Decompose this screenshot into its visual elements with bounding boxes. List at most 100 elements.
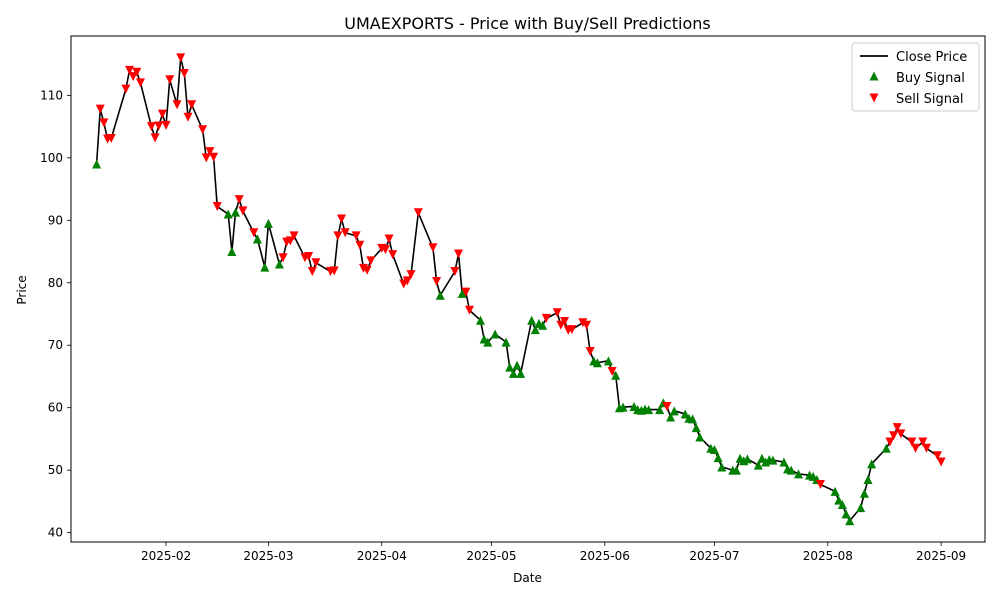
sell-signal-marker bbox=[161, 120, 171, 130]
y-tick-label: 90 bbox=[48, 213, 63, 227]
sell-signal-marker bbox=[146, 122, 156, 132]
buy-signal-marker bbox=[830, 486, 840, 496]
sell-signal-marker bbox=[922, 443, 932, 453]
x-tick-label: 2025-09 bbox=[916, 549, 966, 563]
sell-signal-marker bbox=[578, 318, 588, 328]
buy-signal-marker bbox=[867, 459, 877, 469]
sell-signal-marker bbox=[99, 118, 109, 128]
sell-signal-marker bbox=[355, 240, 365, 250]
sell-signal-marker bbox=[329, 266, 339, 276]
y-tick-label: 50 bbox=[48, 463, 63, 477]
legend-buy-swatch bbox=[869, 71, 879, 81]
sell-signal-marker bbox=[209, 152, 219, 162]
buy-signal-marker bbox=[753, 460, 763, 470]
sell-signal-marker bbox=[304, 252, 314, 262]
sell-signal-marker bbox=[311, 258, 321, 268]
buy-signal-marker bbox=[508, 368, 518, 378]
sell-signal-marker bbox=[541, 313, 551, 323]
sell-signal-marker bbox=[351, 231, 361, 241]
x-tick-label: 2025-05 bbox=[466, 549, 516, 563]
buy-signal-marker bbox=[669, 406, 679, 416]
sell-signal-marker bbox=[567, 325, 577, 335]
sell-signal-marker bbox=[128, 72, 138, 82]
y-tick-label: 60 bbox=[48, 401, 63, 415]
sell-signal-marker bbox=[154, 121, 164, 131]
y-tick-label: 110 bbox=[40, 88, 63, 102]
buy-signal-marker bbox=[274, 259, 284, 269]
buy-signal-marker bbox=[92, 159, 102, 169]
sell-signal-marker bbox=[889, 431, 899, 441]
sell-signal-marker bbox=[307, 267, 317, 277]
sell-signal-marker bbox=[187, 100, 197, 110]
sell-signal-marker bbox=[176, 53, 186, 63]
sell-signal-marker bbox=[932, 451, 942, 461]
sell-signal-marker bbox=[461, 287, 471, 297]
sell-signal-marker bbox=[165, 75, 175, 85]
sell-signal-marker bbox=[662, 401, 672, 411]
sell-signal-marker bbox=[413, 208, 423, 218]
x-tick-label: 2025-02 bbox=[141, 549, 191, 563]
buy-signal-marker bbox=[786, 465, 796, 475]
buy-signal-marker bbox=[709, 445, 719, 455]
sell-signal-marker bbox=[132, 67, 142, 77]
sell-signal-marker bbox=[380, 245, 390, 255]
buy-signal-marker bbox=[603, 356, 613, 366]
y-tick-label: 80 bbox=[48, 276, 63, 290]
legend-label-buy-signal: Buy Signal bbox=[896, 71, 965, 86]
sell-signal-marker bbox=[406, 270, 416, 280]
sell-signal-marker bbox=[179, 68, 189, 78]
sell-signal-marker bbox=[384, 234, 394, 244]
buy-signal-marker bbox=[731, 465, 741, 475]
buy-signal-marker bbox=[527, 315, 537, 325]
sell-signal-marker bbox=[183, 112, 193, 122]
sell-signal-marker bbox=[402, 276, 412, 286]
sell-signal-marker bbox=[560, 316, 570, 326]
sell-signal-marker bbox=[918, 437, 928, 447]
sell-signal-marker bbox=[150, 133, 160, 143]
sell-signal-marker bbox=[432, 277, 442, 287]
sell-signal-marker bbox=[388, 250, 398, 260]
buy-signal-marker bbox=[856, 503, 866, 513]
sell-signal-marker bbox=[907, 437, 917, 447]
legend-label-close-price: Close Price bbox=[896, 50, 967, 65]
sell-signal-marker bbox=[465, 305, 475, 315]
buy-signal-marker bbox=[231, 207, 241, 217]
x-axis-title: Date bbox=[513, 571, 542, 585]
buy-signal-marker bbox=[260, 262, 270, 272]
sell-signal-marker bbox=[95, 104, 105, 114]
sell-signal-marker bbox=[205, 147, 215, 157]
sell-signal-marker bbox=[896, 429, 906, 439]
sell-signal-marker bbox=[249, 228, 259, 238]
sell-signal-marker bbox=[428, 243, 438, 253]
buy-signal-marker bbox=[837, 500, 847, 510]
buy-signal-marker bbox=[794, 469, 804, 479]
legend-sell-swatch bbox=[869, 93, 879, 103]
sell-signal-marker bbox=[234, 195, 244, 205]
buy-signal-marker bbox=[761, 457, 771, 467]
x-tick-label: 2025-07 bbox=[689, 549, 739, 563]
buy-signal-marker bbox=[680, 409, 690, 419]
x-tick-label: 2025-03 bbox=[243, 549, 293, 563]
buy-signal-marker bbox=[845, 516, 855, 526]
y-axis-title: Price bbox=[15, 275, 29, 304]
sell-signal-marker bbox=[892, 423, 902, 433]
buy-signal-marker bbox=[457, 288, 467, 298]
buy-signal-marker bbox=[475, 315, 485, 325]
buy-signal-marker bbox=[779, 457, 789, 467]
buy-signal-marker bbox=[483, 337, 493, 347]
sell-signal-marker bbox=[366, 256, 376, 266]
sell-signal-marker bbox=[135, 78, 145, 88]
legend: Close Price Buy Signal Sell Signal bbox=[851, 42, 980, 112]
sell-signal-marker bbox=[815, 480, 825, 490]
sell-signal-marker bbox=[450, 267, 460, 277]
buy-signal-marker bbox=[611, 370, 621, 380]
x-tick-label: 2025-04 bbox=[357, 549, 407, 563]
y-tick-label: 40 bbox=[48, 526, 63, 540]
buy-signal-marker bbox=[768, 455, 778, 465]
x-tick-label: 2025-08 bbox=[803, 549, 853, 563]
sell-signal-marker bbox=[198, 125, 208, 135]
sell-signal-marker bbox=[106, 133, 116, 143]
buy-signal-marker bbox=[592, 358, 602, 368]
